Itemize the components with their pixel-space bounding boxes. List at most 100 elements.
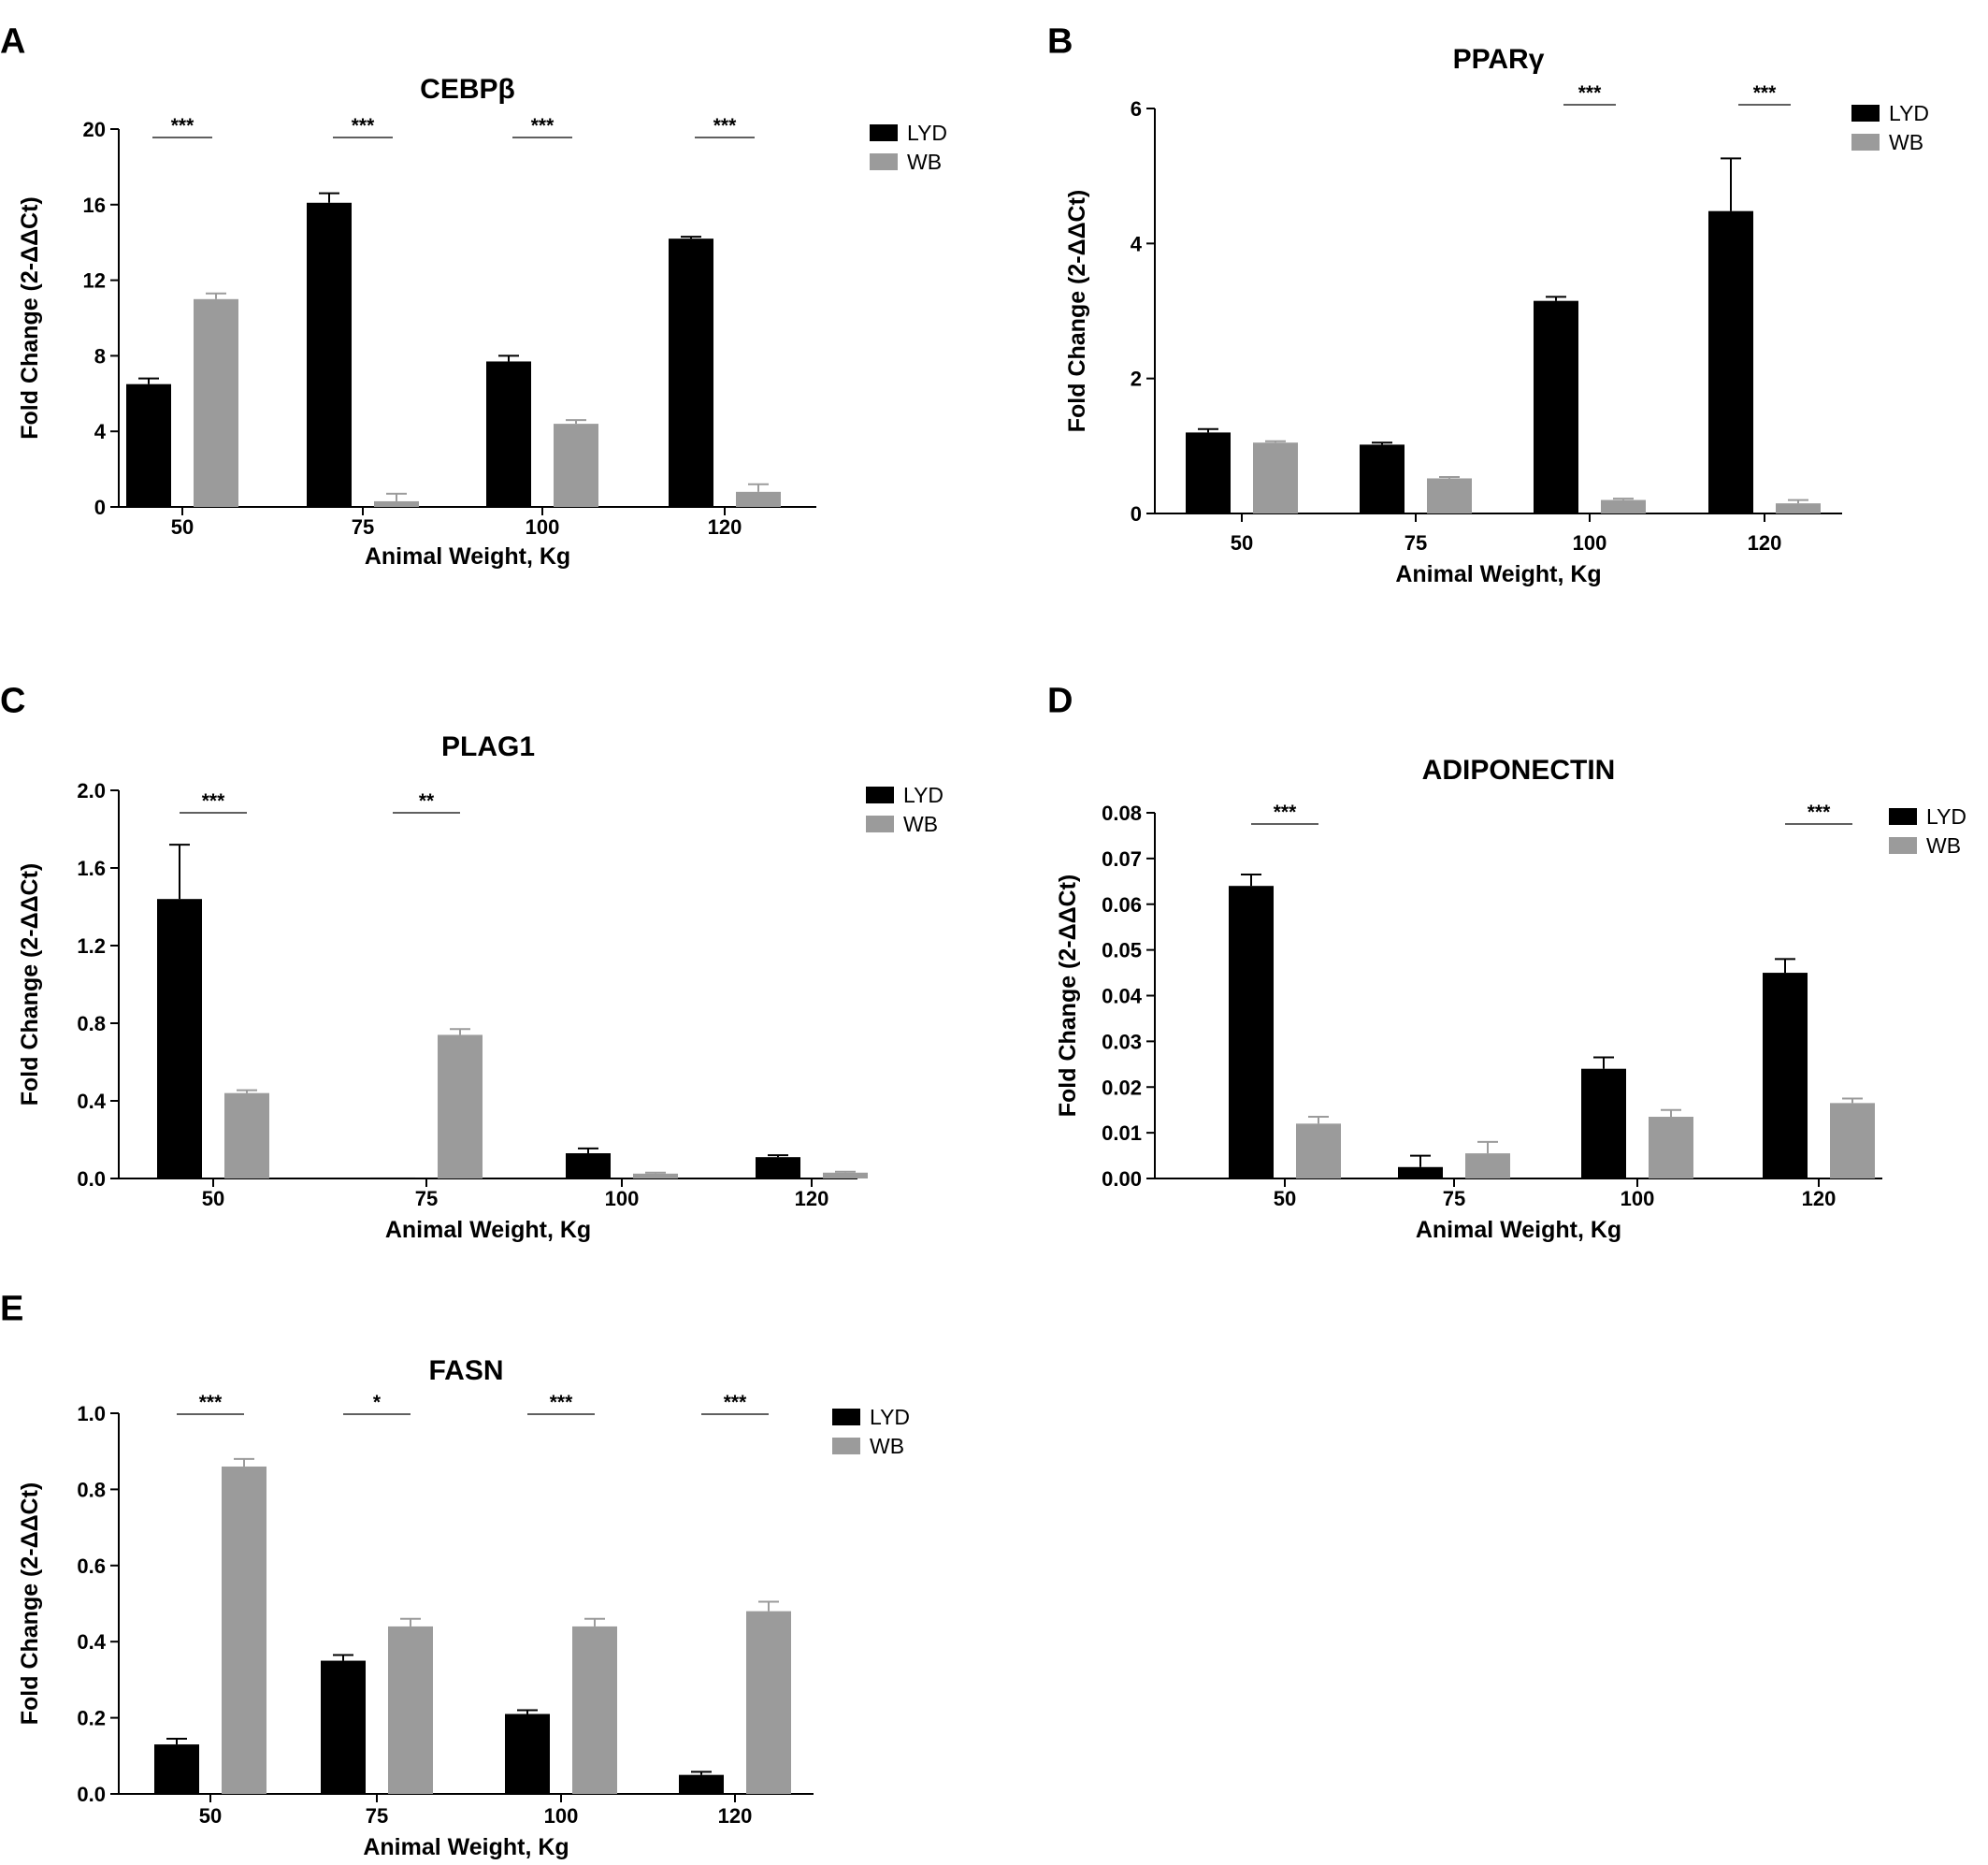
- bar-wb: [1427, 478, 1472, 513]
- y-tick-label: 1.6: [77, 857, 106, 880]
- legend-swatch-lyd: [1889, 808, 1917, 825]
- legend-swatch-lyd: [870, 124, 898, 141]
- y-tick-label: 0.2: [77, 1707, 106, 1730]
- bar-lyd: [1229, 886, 1274, 1178]
- bar-lyd: [756, 1157, 800, 1178]
- x-axis-title: Animal Weight, Kg: [385, 1217, 591, 1243]
- bar-wb: [1253, 442, 1298, 513]
- chart-panel-d: D ADIPONECTIN 0.00 0.01 0.02 0.03 0.04 0.05 0.06…: [1047, 681, 1966, 1243]
- bar-wb: [1601, 499, 1646, 513]
- y-tick-label: 1.0: [77, 1402, 106, 1425]
- y-tick-label: 1.2: [77, 934, 106, 958]
- bar-wb: [388, 1626, 433, 1794]
- x-tick-label: 75: [1443, 1187, 1465, 1210]
- x-tick-label: 75: [366, 1804, 388, 1828]
- panel-letter-b: B: [1047, 22, 1073, 61]
- bar-wb: [194, 298, 238, 507]
- bar-lyd: [1534, 300, 1578, 513]
- chart-title: PLAG1: [441, 731, 535, 762]
- bar-wb: [1830, 1103, 1875, 1178]
- bar-lyd: [1186, 432, 1231, 513]
- bar-lyd: [566, 1153, 611, 1178]
- legend-swatch-wb: [832, 1438, 860, 1454]
- x-axis-title: Animal Weight, Kg: [1395, 561, 1601, 587]
- y-axis-title: Fold Change (2-ΔΔCt): [17, 863, 43, 1106]
- significance-stars: ***: [1274, 802, 1297, 823]
- significance-stars: ***: [713, 115, 737, 137]
- y-tick-label: 4: [1131, 232, 1143, 255]
- y-tick-label: 4: [94, 420, 107, 443]
- bar-wb: [823, 1172, 868, 1178]
- bar-wb: [1776, 503, 1821, 513]
- significance-stars: ***: [1808, 802, 1831, 823]
- bar-lyd: [307, 202, 352, 507]
- x-tick-label: 100: [544, 1804, 579, 1828]
- legend-label-lyd: LYD: [1926, 804, 1966, 829]
- x-tick-label: 50: [199, 1804, 222, 1828]
- legend-swatch-wb: [1889, 837, 1917, 854]
- y-tick-label: 0: [94, 496, 106, 519]
- chart-title: ADIPONECTIN: [1422, 755, 1616, 786]
- y-tick-label: 0: [1131, 502, 1142, 526]
- y-tick-label: 0.8: [77, 1012, 106, 1035]
- bar-lyd: [486, 361, 531, 507]
- bar-wb: [572, 1626, 617, 1794]
- y-axis-title: Fold Change (2-ΔΔCt): [1055, 875, 1081, 1118]
- bar-lyd: [505, 1713, 550, 1794]
- y-axis-title: Fold Change (2-ΔΔCt): [17, 196, 43, 440]
- panel-letter-a: A: [0, 22, 25, 61]
- significance-stars: ***: [531, 115, 555, 137]
- legend-swatch-lyd: [832, 1409, 860, 1425]
- significance-stars: ***: [1753, 82, 1777, 104]
- bar-lyd: [157, 899, 202, 1178]
- x-tick-label: 75: [415, 1187, 438, 1210]
- legend-swatch-lyd: [1851, 105, 1880, 122]
- significance-stars: **: [419, 790, 435, 812]
- x-tick-label: 100: [605, 1187, 640, 1210]
- x-tick-label: 50: [1231, 531, 1253, 555]
- y-tick-label: 0.4: [77, 1090, 106, 1113]
- y-tick-label: 0.05: [1102, 939, 1142, 962]
- bar-wb: [1649, 1117, 1693, 1178]
- legend-swatch-lyd: [866, 787, 894, 803]
- legend-label-lyd: LYD: [903, 783, 944, 807]
- panel-letter-c: C: [0, 681, 25, 720]
- chart-panel-a: A CEBPβ 0 4 8 12 16 20 50 *** 75 *** 100 *** 120 *** Ani…: [0, 22, 947, 570]
- chart-title: CEBPβ: [420, 74, 515, 105]
- y-tick-label: 0.08: [1102, 802, 1142, 825]
- y-tick-label: 0.6: [77, 1554, 106, 1578]
- y-tick-label: 0.0: [77, 1167, 106, 1191]
- legend-label-wb: WB: [903, 812, 938, 836]
- y-tick-label: 0.4: [77, 1630, 106, 1654]
- significance-stars: ***: [550, 1392, 573, 1413]
- legend-label-lyd: LYD: [907, 121, 947, 145]
- x-tick-label: 75: [1405, 531, 1427, 555]
- y-tick-label: 0.04: [1102, 985, 1143, 1008]
- y-tick-label: 12: [83, 269, 106, 293]
- bar-wb: [438, 1034, 483, 1178]
- legend-label-wb: WB: [907, 150, 942, 174]
- x-tick-label: 100: [526, 515, 560, 539]
- bar-wb: [222, 1466, 267, 1794]
- legend-label-wb: WB: [870, 1434, 904, 1458]
- bar-wb: [1296, 1123, 1341, 1178]
- legend-label-wb: WB: [1926, 833, 1961, 858]
- significance-stars: ***: [199, 1392, 223, 1413]
- significance-stars: *: [373, 1392, 382, 1413]
- y-tick-label: 0.00: [1102, 1167, 1142, 1191]
- y-axis-title: Fold Change (2-ΔΔCt): [17, 1482, 43, 1726]
- legend-swatch-wb: [1851, 134, 1880, 151]
- bar-lyd: [1581, 1068, 1626, 1178]
- legend-label-wb: WB: [1889, 130, 1923, 154]
- bar-lyd: [1360, 444, 1405, 513]
- y-tick-label: 0.02: [1102, 1076, 1142, 1099]
- y-tick-label: 0.0: [77, 1783, 106, 1806]
- x-tick-label: 120: [1748, 531, 1782, 555]
- x-tick-label: 120: [708, 515, 742, 539]
- x-tick-label: 120: [1802, 1187, 1837, 1210]
- y-tick-label: 0.8: [77, 1478, 106, 1501]
- panel-letter-e: E: [0, 1289, 23, 1328]
- x-axis-title: Animal Weight, Kg: [1416, 1217, 1621, 1243]
- significance-stars: ***: [352, 115, 375, 137]
